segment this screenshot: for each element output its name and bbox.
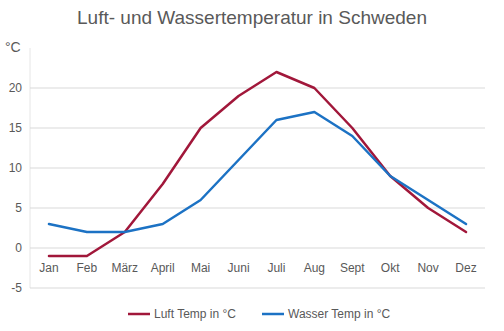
x-tick-label: Okt	[381, 261, 400, 275]
y-tick-label: 10	[9, 161, 23, 175]
x-tick-label: Aug	[304, 261, 325, 275]
x-tick-label: Jan	[39, 261, 58, 275]
x-tick-label: April	[151, 261, 175, 275]
y-tick-label: 20	[9, 81, 23, 95]
chart-svg: Luft- und Wassertemperatur in Schweden °C…	[0, 0, 504, 331]
grid-line	[30, 128, 485, 129]
series-line	[49, 112, 466, 232]
x-tick-label: Feb	[77, 261, 98, 275]
chart-container: Luft- und Wassertemperatur in Schweden °C…	[0, 0, 504, 331]
x-tick-label: Juni	[228, 261, 250, 275]
y-tick-label: 0	[15, 241, 22, 255]
x-tick-label: Juli	[267, 261, 285, 275]
y-axis-label: °C	[5, 39, 21, 55]
x-tick-label: Nov	[417, 261, 438, 275]
x-tick-label: Mai	[191, 261, 210, 275]
legend-label: Luft Temp in °C	[154, 307, 236, 321]
legend-label: Wasser Temp in °C	[288, 307, 390, 321]
y-tick-label: 15	[9, 121, 23, 135]
x-tick-label: März	[111, 261, 138, 275]
grid-line	[30, 168, 485, 169]
grid-line	[30, 88, 485, 89]
series-line	[49, 72, 466, 256]
x-tick-label: Sept	[340, 261, 365, 275]
grid-line	[30, 288, 485, 289]
plot-area	[49, 72, 466, 256]
y-tick-label: -5	[11, 281, 22, 295]
legend-swatch	[262, 313, 284, 316]
legend-swatch	[128, 313, 150, 316]
grid-line	[30, 208, 485, 209]
chart-title: Luft- und Wassertemperatur in Schweden	[77, 7, 427, 28]
x-tick-label: Dez	[455, 261, 476, 275]
y-tick-label: 5	[15, 201, 22, 215]
